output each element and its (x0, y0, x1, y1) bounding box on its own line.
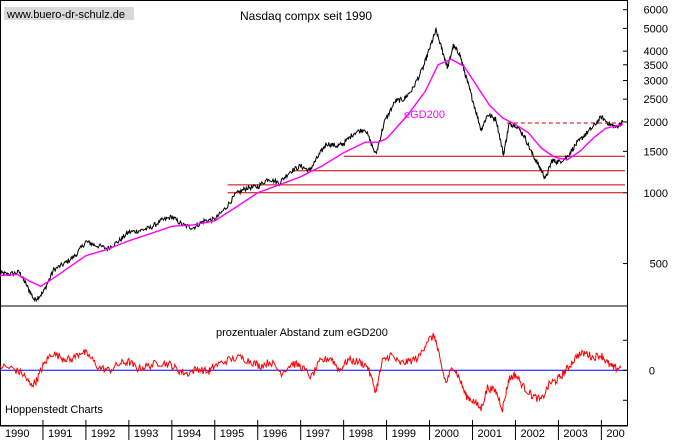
x-label-1990: 1990 (5, 428, 29, 440)
x-label-200: 200 (606, 428, 624, 440)
x-label-1996: 1996 (263, 428, 287, 440)
x-label-1992: 1992 (91, 428, 115, 440)
x-label-2002: 2002 (520, 428, 544, 440)
price-tick-label-6000: 6000 (644, 5, 668, 17)
price-tick-label-4000: 4000 (644, 46, 668, 58)
price-tick-label-500: 500 (650, 259, 668, 271)
indicator-label: prozentualer Abstand zum eGD200 (216, 327, 388, 339)
nasdaq-price-line (0, 26, 624, 303)
price-tick-label-2000: 2000 (644, 117, 668, 129)
chart-title: Nasdaq compx seit 1990 (240, 9, 372, 23)
x-label-2001: 2001 (478, 428, 502, 440)
price-series (0, 26, 624, 303)
x-label-2003: 2003 (563, 428, 587, 440)
footer-note: Hoppenstedt Charts (5, 404, 103, 416)
indicator-panel: 0 (0, 333, 655, 414)
x-axis: 1990 1991 1992 1993 1994 1995 1996 1997 1998 1999… (5, 420, 625, 440)
x-label-1995: 1995 (220, 428, 244, 440)
watermark-box (4, 7, 134, 20)
x-label-1994: 1994 (177, 428, 201, 440)
price-tick-label-1000: 1000 (644, 188, 668, 200)
watermark-text: www.buero-dr-schulz.de (6, 9, 125, 21)
price-tick-label-3000: 3000 (644, 76, 668, 88)
support-lines (227, 122, 625, 194)
egd200-line (0, 58, 623, 288)
legend-egd200: eGD200 (404, 109, 445, 121)
x-label-1993: 1993 (134, 428, 158, 440)
price-tick-label-2500: 2500 (644, 94, 668, 106)
price-tick-label-3500: 3500 (644, 60, 668, 72)
x-label-1999: 1999 (392, 428, 416, 440)
x-label-2000: 2000 (435, 428, 459, 440)
x-label-1997: 1997 (306, 428, 330, 440)
x-label-1991: 1991 (48, 428, 72, 440)
price-axis: 6000 5000 4000 3500 3000 2500 2000 1500 1000 500 (623, 5, 668, 271)
indicator-zero-label: 0 (649, 365, 655, 377)
x-label-1998: 1998 (349, 428, 373, 440)
price-tick-label-5000: 5000 (644, 23, 668, 35)
price-tick-label-1500: 1500 (644, 146, 668, 158)
indicator-line (0, 333, 622, 414)
